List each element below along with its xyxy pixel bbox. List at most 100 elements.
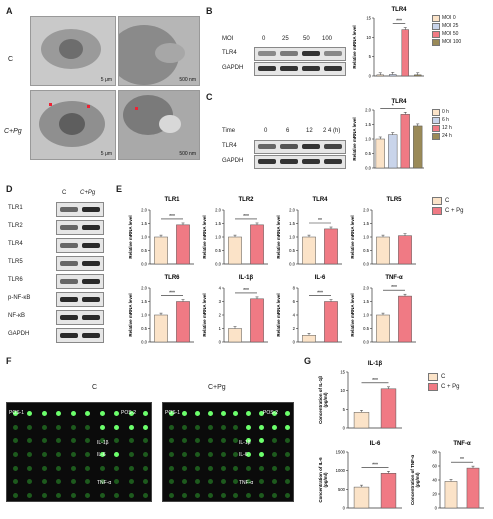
array-spot [246,465,252,471]
y-axis-label: Relative mRNA level [352,117,357,160]
b-header-0: 0 [262,36,266,42]
bar-c-pg [380,388,397,429]
array-spot [143,424,148,430]
bar-c-pg [398,295,412,343]
array-spot [143,493,148,498]
y-axis-label: Concentration of IL-6 [318,457,323,503]
array-spot [56,493,62,498]
array-spot [27,479,33,485]
y-tick-label: 6 [293,299,296,304]
panel-letter-c: C [206,92,213,102]
array-spot [207,493,213,498]
y-tick-label: 1 [219,326,222,331]
b-legend: MOI 0 MOI 25 MOI 50 MOI 100 [432,14,461,46]
array-spot [207,465,213,471]
array-spot [99,424,105,430]
array-spot [13,438,18,444]
array-spot [246,493,252,498]
bar-c-pg [176,301,190,343]
y-tick-label: 1.0 [289,235,295,240]
y-tick-label: 2.0 [141,208,147,213]
array-spot [114,465,120,471]
g-chart-il-6: IL-6 0 500 1000 1500 Concentration of IL-6 (pg… [318,441,402,511]
sig-label: *** [243,288,249,294]
array-spot [13,465,18,471]
y-tick-label: 1.5 [289,221,295,226]
bar-c-pg [324,301,338,343]
array-spot [246,479,252,485]
bar-c [376,236,390,265]
bar-c-pg [398,235,412,265]
array-spot [27,493,33,498]
y-tick-label: 15 [340,370,345,375]
y-tick-label: 0.5 [289,248,295,253]
array-spot [181,479,187,485]
c-legend: 0 h 6 h 12 h 24 h [432,108,452,140]
array-spot [207,452,213,457]
c-row-gapdh: GAPDH [222,158,244,164]
array-spot [220,479,226,485]
y-tick-label: 10 [366,35,371,40]
array-spot [85,438,91,444]
y-tick-label: 0 [293,340,296,345]
g-legend-1: C + Pg [441,384,460,390]
y-axis-label: Relative mRNA level [202,293,207,336]
c-legend-2: 12 h [442,124,452,131]
array-spot [13,424,18,430]
array-spot [13,479,18,485]
panel-letter-g: G [304,356,312,366]
sig-label: *** [317,291,323,297]
array-spot [85,479,91,485]
f-col-control: C [92,384,98,391]
b-blot-gapdh [254,62,346,76]
bar-12-h [400,114,410,169]
y-tick-label: 0.5 [141,326,147,331]
array-spot [220,465,226,471]
y-tick-label: 1.5 [141,299,147,304]
array-spot [233,479,239,485]
array-spot [194,438,200,444]
em-image-control-high: 500 nm [118,16,200,86]
array-spot [114,452,120,457]
array-spot [181,452,187,457]
y-tick-label: 0 [369,74,372,79]
d-blot-row [56,328,104,343]
bar-c-pg [250,224,264,265]
y-tick-label: 40 [432,478,437,483]
y-tick-label: 4 [293,313,296,318]
d-row-label: NF-κB [8,313,25,319]
d-row-label: TLR6 [8,277,23,283]
y-tick-label: 3 [219,299,222,304]
array-spot [233,411,239,416]
array-spot [169,411,174,416]
y-tick-label: 0.5 [365,151,371,156]
y-tick-label: 0.5 [363,248,369,253]
chart-title: IL-1β [368,361,383,367]
array-label: IL-1β [97,440,109,446]
y-tick-label: 1.5 [215,221,221,226]
g-chart-il-1-: IL-1β 0 5 10 15 Concentration of IL-1β (pg/ml)… [318,361,402,431]
array-spot [85,411,91,416]
y-tick-label: 0.0 [141,340,147,345]
y-tick-label: 1.0 [215,235,221,240]
bar-0-h [375,138,385,169]
array-spot [27,411,33,416]
array-spot [285,493,290,498]
e-chart-tnf-: TNF-α 0.0 0.5 1.0 1.5 2.0 Relative mRNA level *… [350,275,416,345]
y-tick-label: 1.0 [141,235,147,240]
chart-title: TLR5 [387,197,403,203]
array-spot [233,452,239,457]
b-blot-tlr4 [254,47,346,61]
bar-moi-0 [376,74,384,77]
bar-6-h [388,134,398,169]
b-row-tlr4: TLR4 [222,50,237,56]
y-axis-label: (pg/ml) [323,472,328,487]
y-tick-label: 8 [293,286,296,291]
d-row-label: TLR4 [8,241,23,247]
bar-moi-25 [389,74,397,77]
array-label: POS-2 [121,410,137,416]
array-spot [259,465,265,471]
b-legend-1: MOI 25 [442,22,459,29]
e-chart-il-1-: IL-1β 0 1 2 3 4 Relative mRNA level *** [202,275,268,345]
y-axis-label: Concentration of TNF-α [410,455,415,505]
